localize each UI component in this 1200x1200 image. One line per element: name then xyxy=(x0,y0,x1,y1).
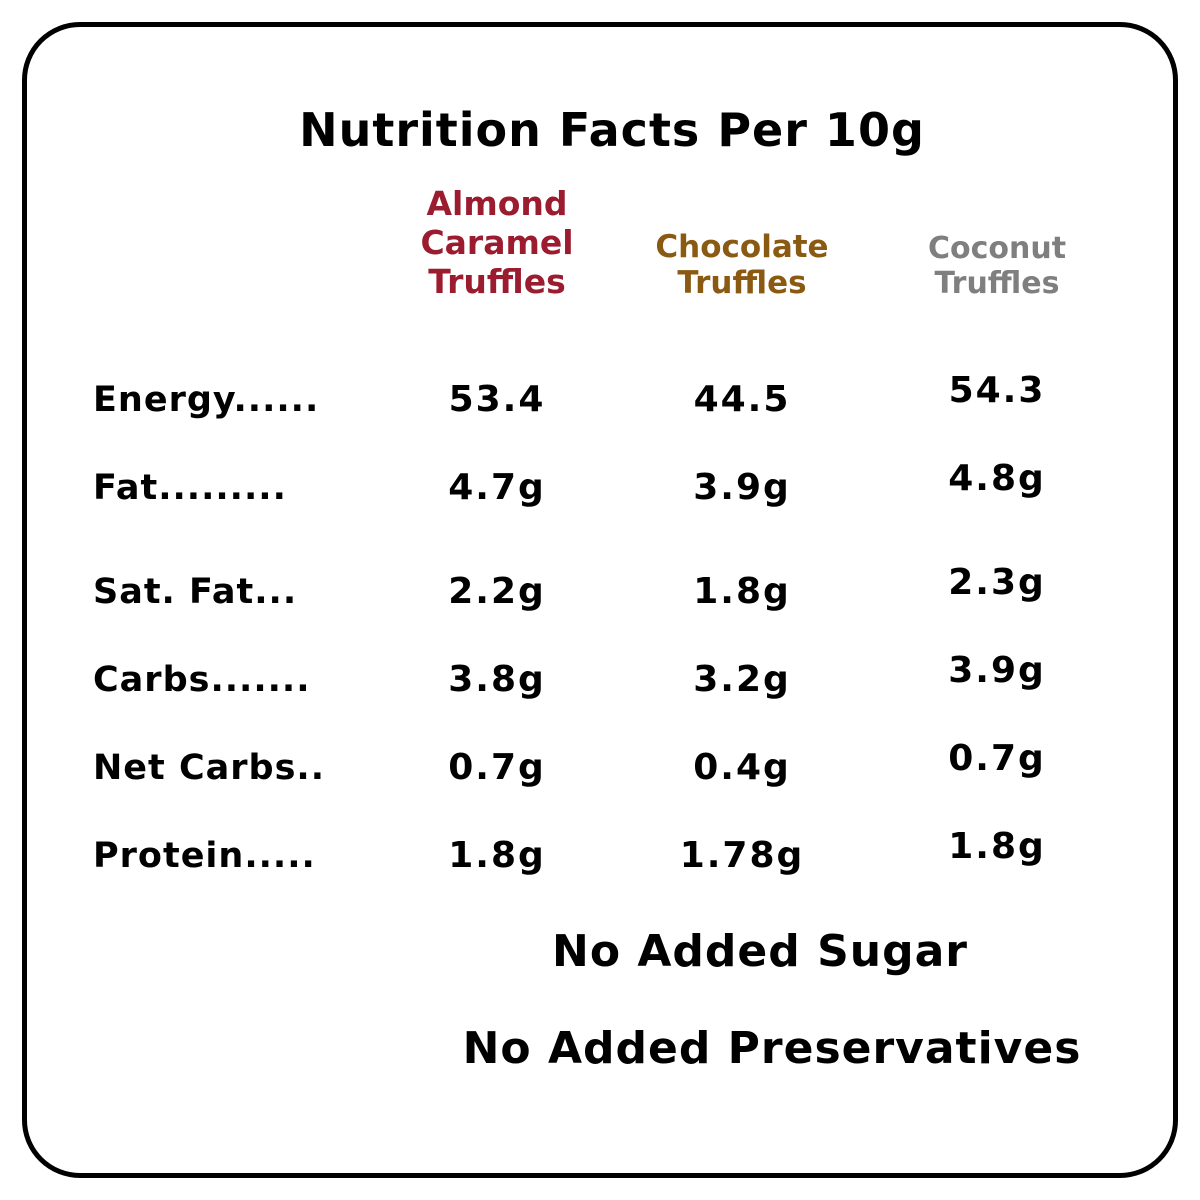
value-chocolate: 3.2g xyxy=(693,659,791,701)
row-label: Energy...... xyxy=(93,379,320,420)
value-chocolate: 1.78g xyxy=(679,835,805,877)
header-line: Truffles xyxy=(934,266,1060,302)
value-coconut: 1.8g xyxy=(948,826,1046,868)
nutrition-table: Energy...... 53.4 44.5 54.3 Fat.........… xyxy=(27,356,1173,900)
value-chocolate: 3.9g xyxy=(693,467,791,509)
row-label: Net Carbs.. xyxy=(93,747,325,788)
row-label: Carbs....... xyxy=(93,659,311,700)
table-row-fat: Fat......... 4.7g 3.9g 4.8g xyxy=(27,444,1173,532)
column-header-coconut-truffles: Coconut Truffles xyxy=(867,231,1127,302)
value-coconut: 4.8g xyxy=(948,458,1046,500)
header-line: Coconut xyxy=(927,231,1067,267)
value-almond: 0.7g xyxy=(448,747,546,789)
value-almond: 53.4 xyxy=(448,379,546,421)
column-header-chocolate-truffles: Chocolate Truffles xyxy=(617,229,867,302)
value-chocolate: 44.5 xyxy=(693,379,791,421)
column-headers: Almond Caramel Truffles Chocolate Truffl… xyxy=(27,184,1173,302)
table-row-energy: Energy...... 53.4 44.5 54.3 xyxy=(27,356,1173,444)
table-row-sat-fat: Sat. Fat... 2.2g 1.8g 2.3g xyxy=(27,548,1173,636)
value-almond: 4.7g xyxy=(448,467,546,509)
value-chocolate: 0.4g xyxy=(693,747,791,789)
value-almond: 3.8g xyxy=(448,659,546,701)
row-label: Fat......... xyxy=(93,467,287,508)
header-line: Chocolate xyxy=(655,228,829,265)
value-almond: 1.8g xyxy=(448,835,546,877)
table-row-net-carbs: Net Carbs.. 0.7g 0.4g 0.7g xyxy=(27,724,1173,812)
value-coconut: 2.3g xyxy=(948,562,1046,604)
no-added-preservatives-text: No Added Preservatives xyxy=(462,1022,1082,1074)
table-row-carbs: Carbs....... 3.8g 3.2g 3.9g xyxy=(27,636,1173,724)
value-chocolate: 1.8g xyxy=(693,571,791,613)
table-row-protein: Protein..... 1.8g 1.78g 1.8g xyxy=(27,812,1173,900)
nutrition-label: Nutrition Facts Per 10g Almond Caramel T… xyxy=(22,22,1178,1178)
row-label: Sat. Fat... xyxy=(93,571,298,612)
header-line: Caramel xyxy=(420,222,574,262)
header-line: Truffles xyxy=(677,265,807,302)
value-almond: 2.2g xyxy=(448,571,546,613)
value-coconut: 0.7g xyxy=(948,738,1046,780)
header-line: Almond xyxy=(426,184,568,223)
header-line: Truffles xyxy=(428,261,566,301)
value-coconut: 3.9g xyxy=(948,650,1046,692)
row-label: Protein..... xyxy=(93,835,316,876)
value-coconut: 54.3 xyxy=(948,370,1046,412)
no-added-sugar-text: No Added Sugar xyxy=(552,925,968,977)
label-title: Nutrition Facts Per 10g xyxy=(299,103,925,157)
column-header-almond-caramel-truffles: Almond Caramel Truffles xyxy=(377,184,617,302)
